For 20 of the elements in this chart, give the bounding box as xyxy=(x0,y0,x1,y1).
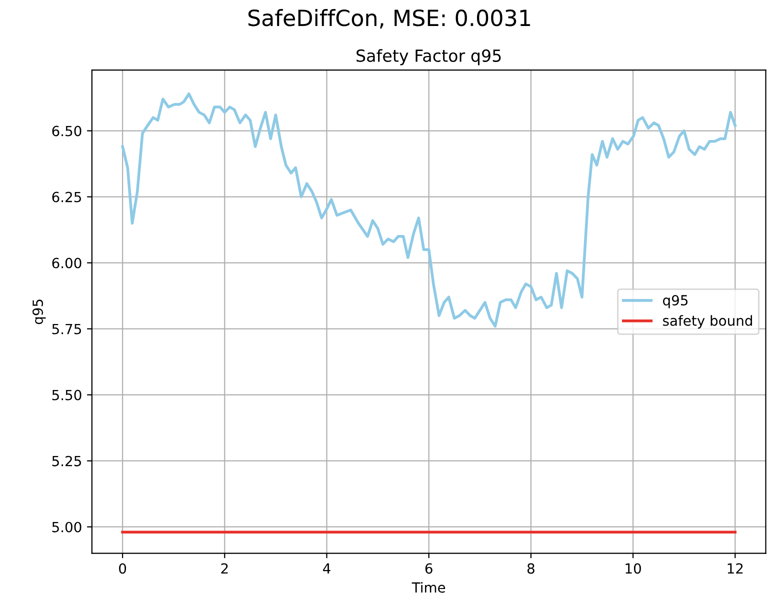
chart-title: SafeDiffCon, MSE: 0.0031 xyxy=(248,9,530,29)
y-tick-label: 6.00 xyxy=(52,258,82,268)
x-tick-label: 8 xyxy=(527,563,534,574)
x-tick-label: 10 xyxy=(626,563,641,574)
x-axis-title: Time xyxy=(412,582,446,593)
x-tick-label: 2 xyxy=(221,563,228,574)
x-tick-label: 6 xyxy=(425,563,432,574)
y-axis-title: q95 xyxy=(32,300,46,324)
y-tick-label: 5.25 xyxy=(52,456,81,466)
y-tick-label: 6.25 xyxy=(52,192,81,202)
x-tick-label: 4 xyxy=(323,563,330,574)
y-tick-label: 6.50 xyxy=(52,126,82,136)
legend-label: safety bound xyxy=(663,315,752,329)
x-tick-label: 12 xyxy=(728,563,743,574)
chart-subtitle: Safety Factor q95 xyxy=(356,49,501,66)
x-tick-label: 0 xyxy=(119,563,126,574)
y-tick-label: 5.50 xyxy=(52,390,82,400)
legend-label: q95 xyxy=(663,294,688,308)
y-tick-label: 5.75 xyxy=(52,324,81,334)
y-tick-label: 5.00 xyxy=(52,522,82,532)
